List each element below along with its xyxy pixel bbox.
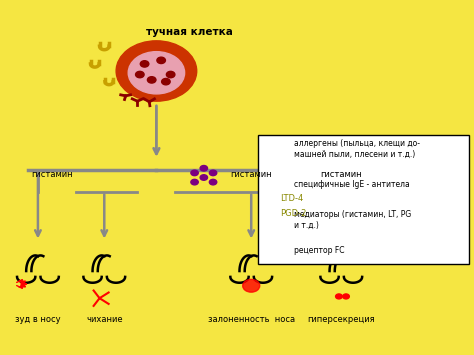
Circle shape (243, 279, 260, 292)
Text: PGD-2: PGD-2 (280, 208, 306, 218)
Text: зуд в носу: зуд в носу (15, 315, 61, 324)
Circle shape (265, 223, 271, 228)
Text: гистамин: гистамин (230, 170, 272, 179)
Circle shape (162, 78, 170, 85)
Text: рецептор FC: рецептор FC (294, 246, 345, 255)
Circle shape (273, 212, 279, 217)
Circle shape (273, 219, 279, 224)
Circle shape (200, 175, 208, 180)
Circle shape (140, 61, 149, 67)
Circle shape (116, 41, 197, 101)
Text: гистамин: гистамин (320, 170, 362, 179)
Text: гистамин: гистамин (31, 170, 73, 179)
Text: гиперсекреция: гиперсекреция (308, 315, 375, 324)
Circle shape (210, 170, 217, 176)
Circle shape (191, 179, 198, 185)
Text: специфичные IgE - антитела: специфичные IgE - антитела (294, 180, 410, 189)
Circle shape (281, 215, 287, 220)
Text: залоненность  носа: залоненность носа (208, 315, 295, 324)
Circle shape (281, 223, 287, 228)
Circle shape (136, 71, 144, 78)
Circle shape (343, 294, 349, 299)
Circle shape (147, 77, 156, 83)
Circle shape (265, 215, 271, 220)
FancyBboxPatch shape (267, 248, 284, 256)
Text: LTD-4: LTD-4 (280, 194, 303, 203)
Circle shape (157, 57, 165, 64)
Circle shape (166, 71, 175, 78)
Circle shape (210, 179, 217, 185)
Circle shape (336, 294, 342, 299)
Circle shape (200, 165, 208, 171)
Text: тучная клетка: тучная клетка (146, 27, 233, 37)
Circle shape (128, 51, 185, 94)
Text: аллергены (пыльца, клещи до-
машней пыли, плесени и т.д.): аллергены (пыльца, клещи до- машней пыли… (294, 140, 420, 159)
Text: чихание: чихание (86, 315, 123, 324)
Text: медиаторы (гистамин, LT, PG
и т.д.): медиаторы (гистамин, LT, PG и т.д.) (294, 211, 411, 230)
Circle shape (191, 170, 198, 176)
FancyBboxPatch shape (258, 135, 469, 264)
